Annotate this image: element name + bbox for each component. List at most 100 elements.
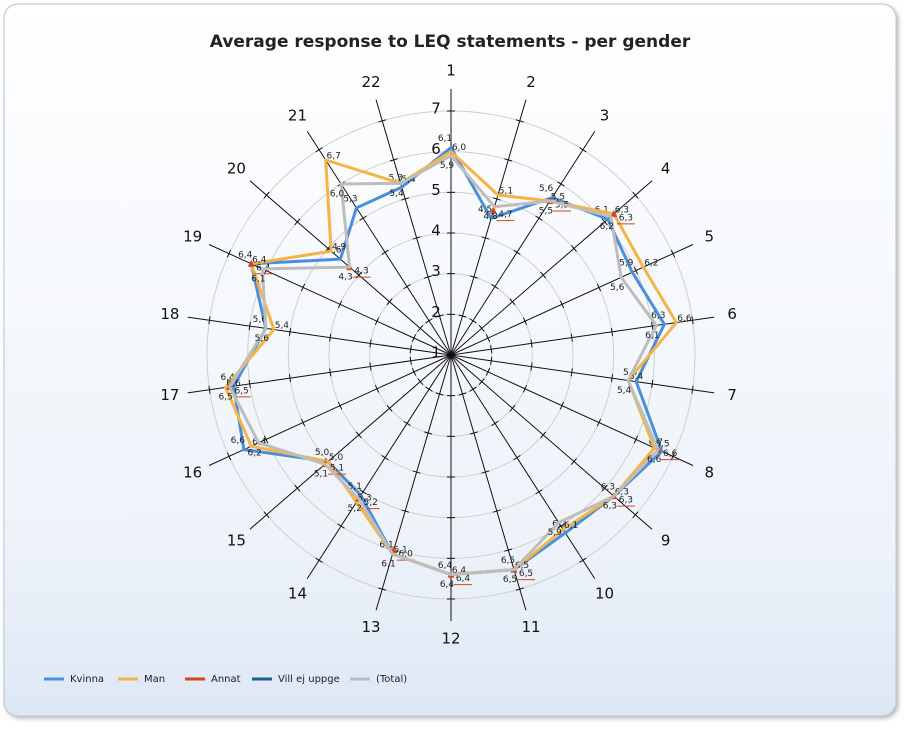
data-label: 5,5 xyxy=(551,193,565,203)
tick-mark xyxy=(485,334,491,342)
tick-mark xyxy=(513,455,521,461)
data-label: 6,7 xyxy=(327,151,341,161)
data-label: 6,1 xyxy=(251,274,265,284)
tick-mark xyxy=(490,345,493,354)
tick-mark xyxy=(530,339,533,348)
spoke xyxy=(375,99,452,356)
tick-mark xyxy=(409,356,412,365)
spoke xyxy=(187,316,452,356)
tick-mark xyxy=(632,191,639,199)
legend-label: Annat xyxy=(211,674,241,685)
tick-mark xyxy=(491,420,499,427)
tick-mark xyxy=(596,283,602,292)
tick-mark xyxy=(248,379,251,388)
tick-mark xyxy=(513,249,521,255)
data-label: 6,3 xyxy=(651,311,665,321)
tick-mark xyxy=(522,384,528,393)
data-label: 5,2 xyxy=(363,498,377,508)
category-label: 18 xyxy=(160,305,179,323)
tick-mark xyxy=(378,587,387,591)
data-label: 4,5 xyxy=(478,205,492,215)
marker xyxy=(247,259,255,267)
tick-mark xyxy=(670,452,676,461)
category-label: 13 xyxy=(361,618,380,636)
spoke xyxy=(450,180,653,356)
r-tick-label: 3 xyxy=(431,262,441,280)
tick-mark xyxy=(515,587,524,591)
tick-mark xyxy=(515,119,524,123)
category-label: 3 xyxy=(600,107,610,125)
tick-mark xyxy=(435,314,444,318)
data-label: 5,4 xyxy=(275,321,290,331)
tick-mark xyxy=(355,431,362,439)
data-label: 6,0 xyxy=(452,143,467,153)
data-label: 6,1 xyxy=(564,521,578,531)
tick-mark xyxy=(248,322,251,331)
category-label: 11 xyxy=(521,618,540,636)
spoke xyxy=(450,354,653,530)
data-label: 6,0 xyxy=(399,550,414,560)
data-label: 6,6 xyxy=(647,455,662,465)
spoke xyxy=(450,316,715,356)
data-label: 6,4 xyxy=(238,250,253,260)
tick-mark xyxy=(369,362,372,371)
data-label: 6,2 xyxy=(247,448,261,458)
data-label: 6,5 xyxy=(519,569,533,579)
tick-mark xyxy=(263,511,270,519)
tick-mark xyxy=(403,420,411,427)
tick-mark xyxy=(469,431,478,435)
data-label: 5,4 xyxy=(629,372,644,382)
data-label: 6,2 xyxy=(552,519,566,529)
tick-mark xyxy=(369,339,372,348)
data-label: 6,3 xyxy=(615,205,629,215)
data-label: 5,4 xyxy=(389,189,404,199)
category-label: 7 xyxy=(727,386,737,404)
category-label: 22 xyxy=(361,73,380,91)
data-label: 6,4 xyxy=(252,255,267,265)
category-label: 12 xyxy=(441,630,460,648)
data-label: 5,9 xyxy=(548,528,563,538)
category-label: 4 xyxy=(661,160,671,178)
tick-mark xyxy=(469,275,478,279)
tick-mark xyxy=(601,218,608,226)
tick-mark xyxy=(226,452,232,461)
tick-mark xyxy=(670,249,676,258)
tick-mark xyxy=(691,316,694,325)
tick-mark xyxy=(535,489,543,495)
category-label: 10 xyxy=(595,584,614,602)
tick-mark xyxy=(570,368,573,377)
tick-mark xyxy=(435,392,444,396)
tick-mark xyxy=(378,119,387,123)
tick-mark xyxy=(559,401,565,410)
spoke xyxy=(249,354,452,530)
data-label: 4,9 xyxy=(332,243,347,253)
tick-mark xyxy=(315,147,323,153)
tick-mark xyxy=(417,325,424,332)
tick-mark xyxy=(691,385,694,394)
tick-mark xyxy=(530,362,533,371)
tick-mark xyxy=(386,404,393,412)
tick-mark xyxy=(458,392,467,396)
tick-mark xyxy=(315,557,323,563)
tick-mark xyxy=(570,458,577,465)
tick-mark xyxy=(535,215,543,221)
tick-mark xyxy=(579,557,587,563)
category-label: 17 xyxy=(160,386,179,404)
tick-mark xyxy=(458,314,467,318)
data-label: 6,5 xyxy=(515,561,529,571)
tick-mark xyxy=(208,316,211,325)
category-label: 14 xyxy=(288,584,307,602)
tick-mark xyxy=(359,489,367,495)
tick-mark xyxy=(633,435,639,444)
tick-mark xyxy=(485,368,491,376)
tick-mark xyxy=(557,181,565,187)
data-label: 6,6 xyxy=(231,436,246,446)
tick-mark xyxy=(651,379,654,388)
series-line xyxy=(228,154,660,577)
tick-mark xyxy=(208,385,211,394)
tick-mark xyxy=(481,470,490,474)
tick-mark xyxy=(570,245,577,252)
category-label: 20 xyxy=(227,160,246,178)
tick-mark xyxy=(540,271,547,279)
